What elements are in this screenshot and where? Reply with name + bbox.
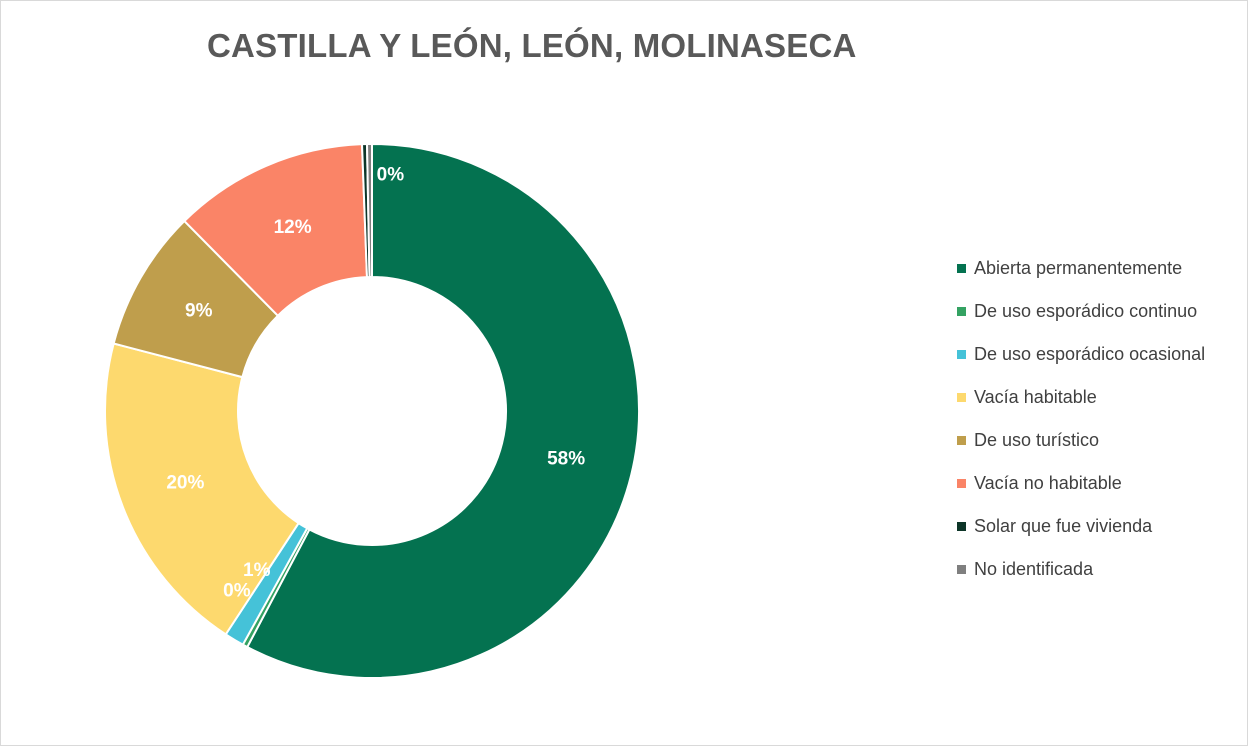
legend-label: Vacía no habitable <box>974 473 1122 493</box>
legend-entry: De uso turístico <box>957 419 1247 462</box>
data-label: 58% <box>547 449 585 470</box>
data-label: 0% <box>380 129 408 150</box>
legend-entry: No identificada <box>957 548 1247 591</box>
legend-entry: Vacía habitable <box>957 376 1247 419</box>
legend-entry: Abierta permanentemente <box>957 247 1247 290</box>
chart-title: CASTILLA Y LEÓN, LEÓN, MOLINASECA <box>207 27 857 64</box>
data-label: 0% <box>377 165 405 186</box>
legend-entry: Solar que fue vivienda <box>957 505 1247 548</box>
legend-swatch <box>957 307 966 316</box>
labels-group: 58%0%1%20%9%12%0%0% <box>166 129 585 602</box>
legend-label: Abierta permanentemente <box>974 258 1183 278</box>
slices-group <box>104 142 640 679</box>
data-label: 20% <box>166 472 204 493</box>
data-label: 0% <box>223 580 251 601</box>
legend-label: De uso turístico <box>974 430 1100 450</box>
legend-label: De uso esporádico continuo <box>974 301 1198 321</box>
legend-swatch <box>957 264 966 273</box>
legend-label: No identificada <box>974 559 1094 579</box>
chart-legend: Abierta permanentemente De uso esporádico… <box>957 247 1247 591</box>
legend-entry: De uso esporádico ocasional <box>957 333 1247 376</box>
slice-abierta-permanentemente <box>245 142 640 679</box>
legend-swatch <box>957 522 966 531</box>
legend-entry: Vacía no habitable <box>957 462 1247 505</box>
legend-entry: De uso esporádico continuo <box>957 290 1247 333</box>
legend-label: Solar que fue vivienda <box>974 516 1153 536</box>
slice-no-identificada <box>365 142 373 279</box>
data-label: 1% <box>243 560 271 581</box>
legend-swatch <box>957 393 966 402</box>
slice-vac-a-habitable <box>104 342 300 636</box>
legend-swatch <box>957 479 966 488</box>
data-label: 12% <box>274 217 312 238</box>
legend-swatch <box>957 565 966 574</box>
legend-label: De uso esporádico ocasional <box>974 344 1206 364</box>
legend-swatch <box>957 436 966 445</box>
legend-label: Vacía habitable <box>974 387 1097 407</box>
legend-swatch <box>957 350 966 359</box>
data-label: 9% <box>185 301 213 322</box>
